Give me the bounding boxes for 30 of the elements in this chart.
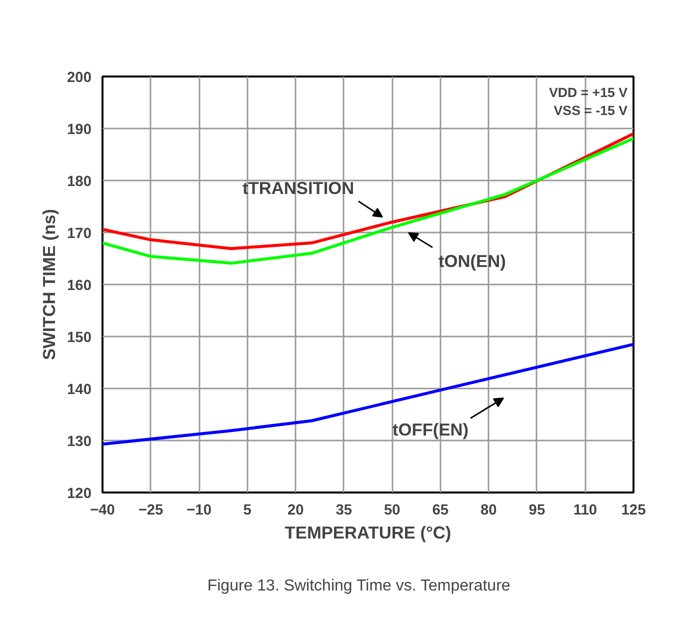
annotation: tTRANSITION [242, 178, 354, 198]
annotation: tOFF(EN) [392, 420, 469, 440]
x-tick-label: 65 [432, 502, 449, 518]
annotation: VDD = +15 V [548, 85, 628, 100]
x-tick-label: −40 [90, 502, 115, 518]
x-tick-label: 35 [336, 502, 352, 518]
x-tick-label: 50 [384, 502, 400, 518]
y-tick-label: 150 [67, 330, 92, 346]
x-tick-label: 20 [287, 502, 304, 518]
y-tick-label: 120 [67, 486, 92, 502]
annotation: tON(EN) [438, 250, 506, 271]
x-tick-label: −10 [186, 502, 212, 518]
x-tick-label: 110 [573, 502, 598, 518]
y-tick-label: 160 [67, 278, 92, 294]
x-axis-title: TEMPERATURE (°C) [284, 522, 452, 542]
annotation: VSS = -15 V [554, 103, 628, 118]
line-series [102, 342, 634, 446]
x-tick-label: 5 [243, 502, 252, 518]
y-axis-title: SWITCH TIME (ns) [39, 208, 60, 360]
caption: Figure 13. Switching Time vs. Temperature [207, 578, 510, 594]
y-tick-label: 140 [67, 382, 92, 398]
y-tick-label: 170 [67, 226, 92, 242]
x-tick-label: −25 [138, 502, 164, 518]
x-tick-label: 80 [480, 502, 497, 518]
x-tick-label: 95 [528, 502, 546, 518]
x-tick-label: 125 [621, 502, 646, 518]
y-tick-label: 190 [67, 122, 92, 138]
y-tick-label: 200 [67, 70, 92, 86]
y-tick-label: 130 [67, 434, 92, 450]
y-tick-label: 180 [67, 174, 92, 190]
